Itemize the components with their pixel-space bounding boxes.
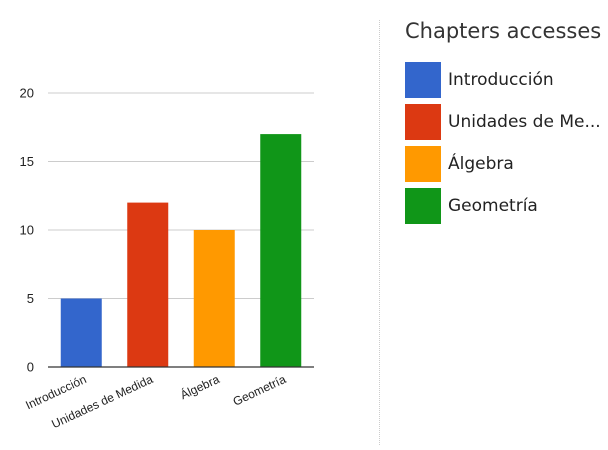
bars [60,134,302,368]
legend-item-geometria[interactable]: Geometría [405,188,605,224]
legend-item-algebra[interactable]: Álgebra [405,146,605,182]
legend-label-geometria: Geometría [448,196,538,216]
y-tick-label-10: 10 [20,223,34,238]
bar-introduccion[interactable] [60,298,102,368]
legend-swatch-unidades-de-medida [405,104,441,140]
legend: Chapters accesses Introducción Unidades … [405,14,605,230]
bar-geometria[interactable] [260,134,302,367]
x-category-label-geometria: Geometría [231,372,289,409]
legend-title: Chapters accesses [405,19,602,43]
chart-legend-divider [379,20,380,445]
legend-label-unidades-de-medida: Unidades de Me... [448,112,601,132]
y-tick-label-15: 15 [20,154,34,169]
bar-algebra[interactable] [193,230,235,367]
legend-swatch-geometria [405,188,441,224]
legend-item-introduccion[interactable]: Introducción [405,62,605,98]
y-axis-tick-labels: 0 5 10 15 20 [20,86,34,375]
legend-label-algebra: Álgebra [448,154,514,174]
y-tick-label-0: 0 [27,360,34,375]
legend-swatch-introduccion [405,62,441,98]
legend-swatch-algebra [405,146,441,182]
bar-unidades-de-medida[interactable] [127,202,169,367]
legend-label-introduccion: Introducción [448,70,554,90]
y-tick-label-20: 20 [20,86,34,101]
x-category-label-algebra: Álgebra [178,371,222,402]
y-tick-label-5: 5 [27,291,34,306]
legend-item-unidades-de-medida[interactable]: Unidades de Me... [405,104,605,140]
